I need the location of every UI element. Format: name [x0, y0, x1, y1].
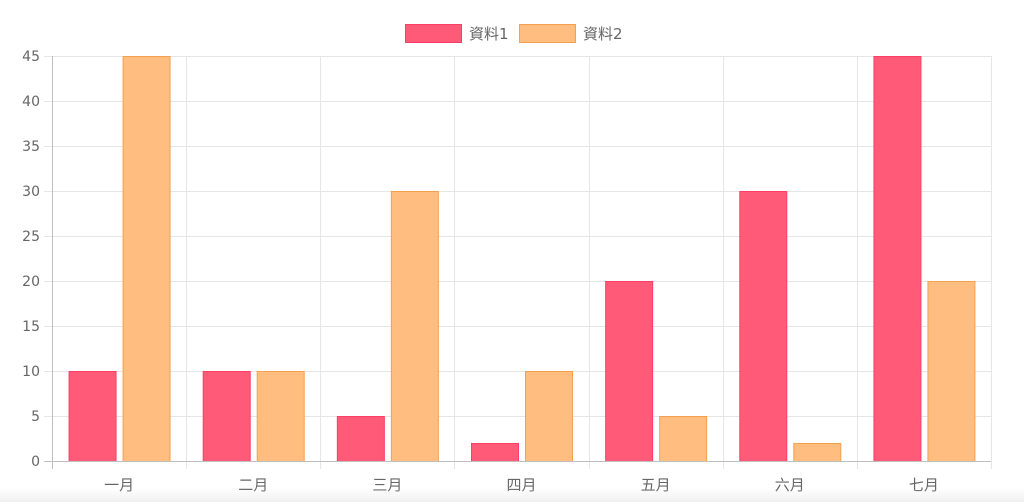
bar-1-6[interactable] [739, 191, 788, 462]
bar-1-2[interactable] [202, 371, 251, 462]
y-tick-label: 15 [22, 319, 40, 335]
y-tick-label: 25 [22, 229, 40, 245]
legend-swatch [519, 24, 576, 43]
bar-1-3[interactable] [336, 416, 385, 462]
bar-2-4[interactable] [525, 371, 573, 462]
bottom-shadow [0, 488, 1024, 502]
bar-2-2[interactable] [256, 371, 305, 462]
bar-2-1[interactable] [122, 56, 171, 462]
y-tick-label: 20 [22, 274, 40, 290]
y-tick-label: 30 [22, 184, 40, 200]
axes [52, 56, 991, 462]
y-tick-label: 40 [22, 94, 40, 110]
bar-2-6[interactable] [793, 443, 842, 462]
legend[interactable]: 資料1 資料2 [405, 24, 623, 44]
y-tick-label: 0 [31, 454, 40, 470]
y-tick-label: 5 [31, 409, 40, 425]
bar-1-4[interactable] [471, 443, 519, 462]
legend-swatch [405, 24, 462, 43]
y-tick-label: 35 [22, 139, 40, 155]
bar-1-7[interactable] [873, 56, 922, 462]
legend-label: 資料1 [469, 25, 509, 43]
y-tick-label: 10 [22, 364, 40, 380]
legend-item-1[interactable]: 資料1 [405, 24, 509, 44]
legend-label: 資料2 [583, 25, 623, 43]
bars [68, 56, 976, 462]
y-axis-ticks: 0 5 10 15 20 25 30 35 40 45 [22, 49, 40, 470]
legend-item-2[interactable]: 資料2 [519, 24, 623, 44]
bar-2-7[interactable] [927, 281, 976, 462]
bar-1-5[interactable] [605, 281, 654, 462]
bar-1-1[interactable] [68, 371, 117, 462]
y-tick-label: 45 [22, 49, 40, 65]
bar-2-3[interactable] [390, 191, 439, 462]
grid-lines [44, 56, 992, 469]
bar-2-5[interactable] [659, 416, 708, 462]
